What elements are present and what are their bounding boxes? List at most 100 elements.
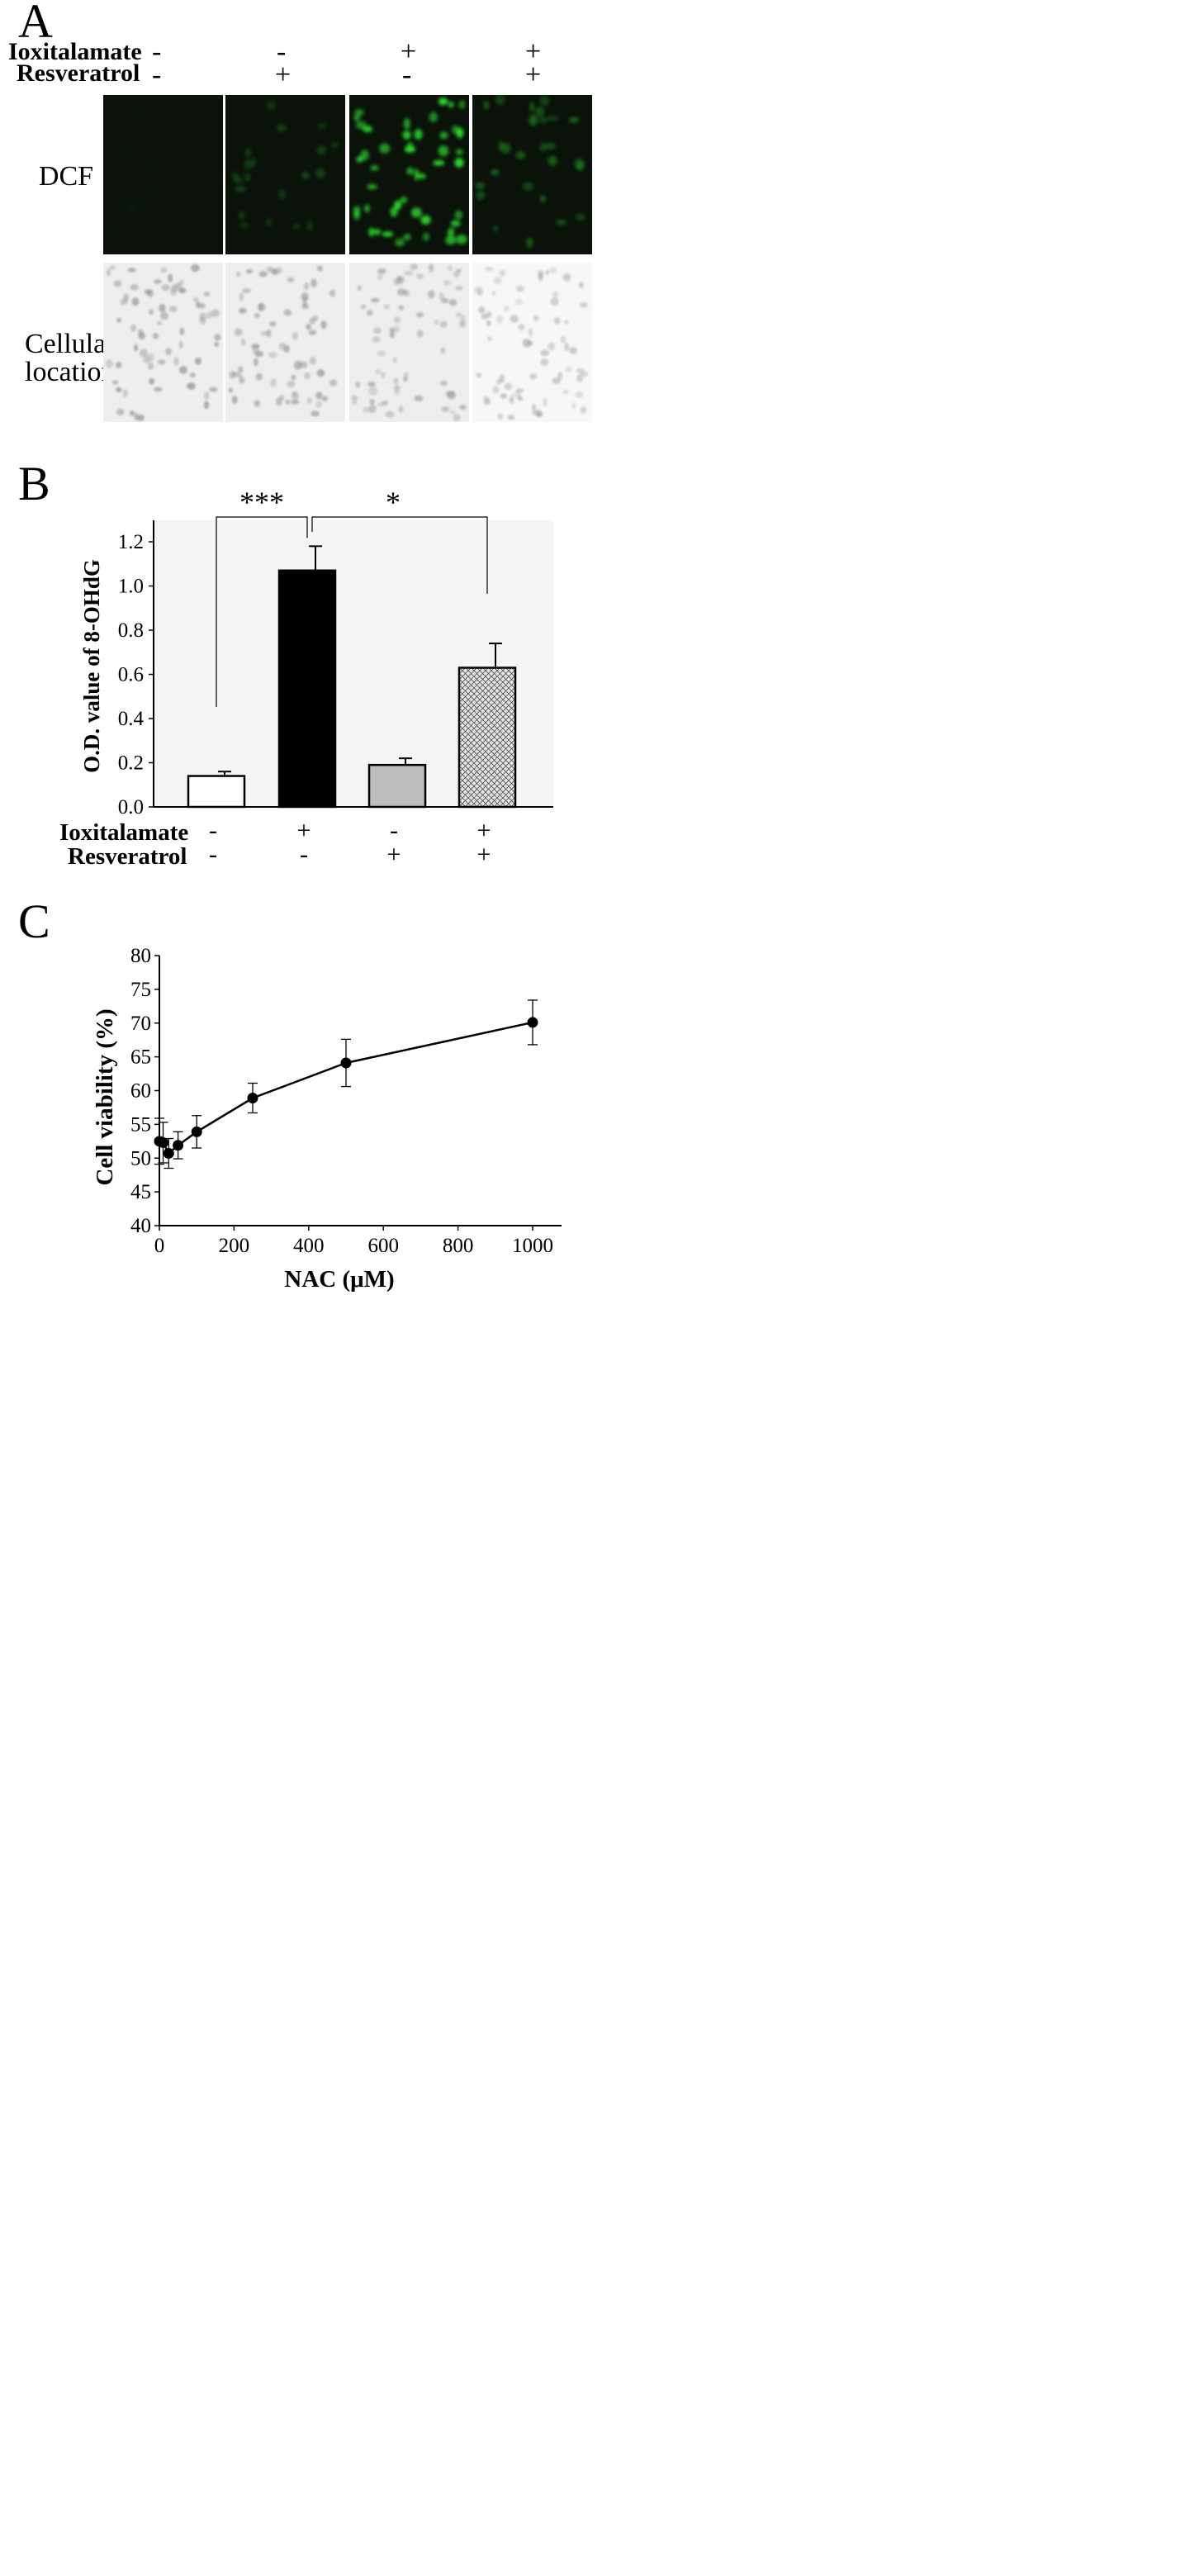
stained-cell [175, 282, 183, 291]
stained-cell [240, 338, 246, 346]
stained-cell [321, 396, 328, 401]
stained-cell [504, 306, 510, 312]
stained-cell [204, 391, 210, 400]
stained-cell [459, 320, 467, 328]
dcf-cell [476, 191, 486, 200]
dcf-cell [147, 161, 154, 171]
cellular-location-image-row [103, 263, 592, 422]
stained-cell [552, 292, 558, 298]
dcf-cell [374, 228, 381, 235]
dcf-cell [475, 182, 485, 190]
stained-cell [211, 309, 220, 317]
stained-cell [351, 395, 358, 401]
stained-cell [540, 358, 549, 366]
dcf-cell [400, 197, 408, 204]
stained-cell [254, 312, 260, 319]
y-tick-label: 60 [130, 1080, 151, 1103]
stained-cell [440, 347, 446, 354]
stained-cell [517, 393, 522, 400]
y-tick-label: 0.0 [118, 796, 144, 818]
stained-cell [455, 312, 462, 317]
dcf-image [225, 95, 345, 254]
condition-sign: - [300, 841, 308, 868]
stained-cell [287, 277, 295, 282]
stained-cell [309, 356, 316, 365]
stained-cell [214, 342, 220, 347]
resveratrol-sign: - [402, 59, 412, 90]
stained-cell [510, 315, 519, 323]
stained-cell [483, 396, 489, 405]
dcf-cell [410, 207, 422, 218]
panel-b-letter: B [18, 457, 50, 510]
dcf-cell [203, 235, 209, 242]
stained-cell [255, 372, 263, 381]
cellular-location-line-2: location [25, 357, 116, 387]
dcf-cell [292, 224, 301, 230]
stained-cell [366, 310, 373, 316]
resveratrol-label: Resveratrol [17, 59, 140, 87]
resveratrol-sign: - [152, 59, 162, 90]
cellular-location-image [472, 263, 592, 422]
stained-cell [385, 410, 395, 418]
dcf-cell [458, 100, 466, 109]
stained-cell [481, 313, 488, 320]
stained-cell [510, 393, 515, 400]
dcf-row-label: DCF [38, 161, 94, 192]
stained-cell [160, 267, 168, 273]
stained-cell [571, 402, 576, 410]
dcf-cell [355, 121, 367, 130]
y-tick-label: 45 [130, 1181, 151, 1203]
significance-label: *** [239, 486, 284, 519]
y-tick-label: 0.8 [118, 619, 144, 642]
stained-cell [311, 278, 317, 288]
dcf-cell [367, 183, 377, 190]
bar [458, 667, 517, 809]
dcf-cell [395, 238, 405, 247]
stained-cell [234, 328, 243, 336]
dcf-cell [574, 158, 586, 169]
stained-cell [351, 400, 358, 406]
dcf-cell [439, 131, 448, 140]
y-tick-label: 65 [130, 1046, 151, 1069]
stained-cell [285, 399, 291, 405]
stained-cell [403, 372, 409, 378]
panel-a-letter: A [18, 0, 53, 48]
x-axis-title: NAC (μM) [284, 1266, 394, 1293]
y-tick-label: 40 [130, 1215, 151, 1237]
stained-cell [381, 372, 386, 378]
stained-cell [433, 320, 440, 325]
dcf-cell [379, 143, 391, 154]
stained-cell [194, 357, 201, 365]
stained-cell [368, 387, 378, 396]
stained-cell [179, 327, 185, 335]
stained-cell [504, 382, 513, 391]
stained-cell [487, 336, 492, 341]
cellular-location-line-1: Cellular [25, 329, 116, 359]
stained-cell [116, 362, 122, 368]
stained-cell [302, 295, 307, 302]
dcf-cell [417, 173, 426, 179]
stained-cell [522, 339, 532, 348]
condition-sign: + [297, 817, 311, 844]
stained-cell [149, 377, 155, 385]
stained-cell [428, 290, 435, 299]
y-tick-label: 0.4 [118, 708, 145, 730]
stained-cell [311, 410, 320, 417]
x-tick-label: 1000 [512, 1235, 553, 1257]
dcf-cell [266, 217, 273, 227]
stained-cell [254, 400, 261, 407]
stained-cell [529, 372, 538, 380]
stained-cell [153, 333, 159, 339]
stained-cell [204, 291, 211, 297]
x-tick-label: 400 [293, 1235, 325, 1257]
stained-cell [283, 309, 292, 316]
dcf-cell [548, 155, 557, 166]
stained-cell [453, 271, 460, 278]
dcf-cell [239, 222, 249, 228]
stained-cell [189, 372, 196, 378]
dcf-cell [231, 172, 239, 182]
stained-cell [580, 371, 589, 377]
stained-cell [416, 273, 424, 280]
stained-cell [569, 347, 577, 354]
stained-cell [138, 329, 144, 337]
